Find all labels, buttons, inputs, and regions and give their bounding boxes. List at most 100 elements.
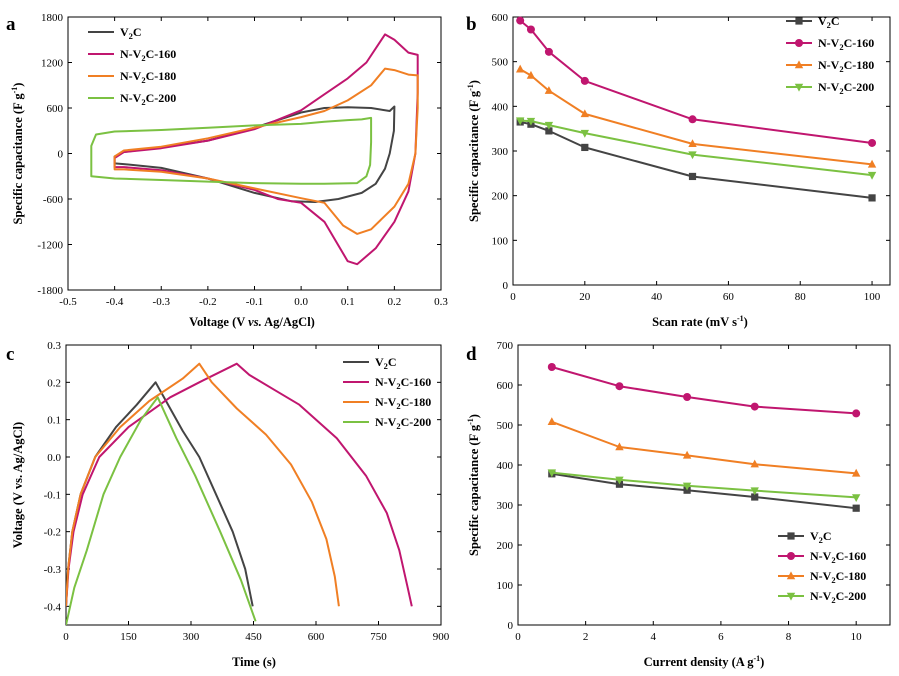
y-tick-label: 0: [508, 620, 514, 632]
legend-entry-N200: N-V2C-200: [120, 91, 176, 107]
y-tick-label: 500: [492, 57, 509, 69]
y-tick-label: 200: [492, 191, 509, 203]
panel-label-c: c: [6, 344, 14, 365]
data-point: [615, 382, 624, 391]
y-tick-label: 200: [497, 540, 514, 552]
x-tick-label: -0.4: [106, 296, 124, 308]
panel-a-cv-curves: -0.5 -0.4 -0.3 -0.2 -0.1 0.0 0.1 0.2 0.3 -1800 -12…: [10, 12, 448, 329]
data-point: [580, 109, 590, 118]
data-point: [851, 494, 861, 502]
data-point: [682, 450, 692, 459]
series-V2C: [551, 472, 857, 510]
y-tick-label: 0.1: [47, 415, 61, 427]
panel-label-d: d: [466, 344, 477, 365]
y-tick-label: 1200: [41, 58, 64, 70]
series-N200: [520, 119, 873, 177]
data-point: [615, 442, 624, 451]
x-tick-label: 100: [864, 291, 881, 303]
x-axis-label: Time (s): [232, 655, 276, 669]
x-tick-label: 600: [308, 631, 325, 643]
data-point: [750, 459, 759, 468]
data-point: [515, 117, 525, 126]
legend-entry-V2C: V2C: [375, 355, 397, 371]
y-tick-label: 400: [492, 101, 509, 113]
data-point: [580, 129, 590, 138]
data-point: [750, 487, 759, 496]
legend-entry-V2C: V2C: [818, 14, 840, 30]
legend-entry-N180: N-V2C-180: [810, 569, 866, 585]
legend: V2C N-V2C-160 N-V2C-180 N-V2C-200: [778, 529, 866, 605]
x-tick-label: -0.3: [153, 296, 171, 308]
series-V2C: [520, 121, 873, 199]
legend: V2C N-V2C-160 N-V2C-180 N-V2C-200: [88, 25, 176, 107]
y-tick-label: 0.3: [47, 340, 61, 352]
series-N200: [90, 116, 373, 185]
panel-b-rate-capability: 0 20 40 60 80 100 0 100 200 300 400 500 600 Scan rate…: [466, 12, 891, 329]
legend-entry-N200: N-V2C-200: [810, 589, 866, 605]
panel-c-gcd-curves: 0 150 300 450 600 750 900 -0.4 -0.3 -0.2 -0.1 0.0 0.…: [11, 340, 450, 669]
series-N180: [66, 362, 340, 607]
x-tick-label: 2: [583, 631, 589, 643]
y-tick-label: 300: [492, 146, 509, 158]
legend-marker: [795, 39, 803, 47]
x-tick-label: 0.0: [294, 296, 308, 308]
y-tick-label: -0.1: [44, 489, 61, 501]
y-axis-label: Specific capacitance (F g-1): [466, 414, 481, 556]
series-N160: [551, 366, 857, 415]
series-line: [66, 362, 413, 607]
series-line: [113, 67, 419, 235]
series-line: [551, 471, 857, 499]
data-point: [544, 121, 554, 130]
series-line: [90, 116, 373, 185]
x-tick-label: 0.3: [434, 296, 448, 308]
legend-entry-N180: N-V2C-180: [375, 395, 431, 411]
y-tick-label: 100: [497, 580, 514, 592]
x-tick-label: 300: [183, 631, 200, 643]
x-axis-label: Current density (A g-1): [644, 654, 765, 669]
data-point: [751, 493, 759, 501]
series-line: [66, 362, 340, 607]
x-tick-label: 6: [718, 631, 724, 643]
data-point: [852, 504, 860, 512]
series-N200: [551, 471, 857, 499]
x-tick-label: 0: [510, 291, 516, 303]
series-line: [551, 420, 857, 475]
legend-entry-N160: N-V2C-160: [818, 36, 874, 52]
series-line: [551, 472, 857, 510]
x-tick-label: 450: [245, 631, 262, 643]
y-tick-label: 600: [497, 380, 514, 392]
x-axis-label: Scan rate (mV s-1): [652, 314, 748, 329]
y-axis-label: Specific capacitance (F g-1): [10, 83, 25, 225]
y-tick-label: 0.2: [47, 377, 61, 389]
data-point: [526, 70, 536, 79]
data-point: [688, 151, 697, 160]
series-N180: [113, 67, 419, 235]
plot-frame: [517, 344, 891, 626]
y-tick-label: 700: [497, 340, 514, 352]
legend-marker: [795, 17, 803, 25]
data-point: [516, 16, 525, 25]
y-tick-label: 100: [492, 235, 509, 247]
legend-entry-V2C: V2C: [120, 25, 142, 41]
x-tick-label: 8: [786, 631, 792, 643]
x-tick-label: 20: [579, 291, 591, 303]
series-N200: [66, 396, 257, 625]
data-point: [688, 115, 697, 124]
data-point: [545, 127, 553, 135]
legend: V2C N-V2C-160 N-V2C-180 N-V2C-200: [786, 14, 874, 96]
series-line: [66, 396, 257, 625]
data-point: [688, 139, 697, 148]
x-tick-label: 150: [120, 631, 137, 643]
x-tick-label: 0: [515, 631, 521, 643]
data-point: [581, 143, 589, 152]
x-tick-label: 750: [370, 631, 387, 643]
y-tick-label: -600: [43, 194, 64, 206]
legend-marker: [787, 552, 795, 560]
x-tick-label: 4: [651, 631, 657, 643]
y-tick-label: -0.3: [44, 564, 62, 576]
data-point: [547, 469, 557, 478]
x-tick-label: 40: [651, 291, 663, 303]
x-tick-label: 0: [63, 631, 69, 643]
y-tick-label: -0.4: [44, 601, 62, 613]
